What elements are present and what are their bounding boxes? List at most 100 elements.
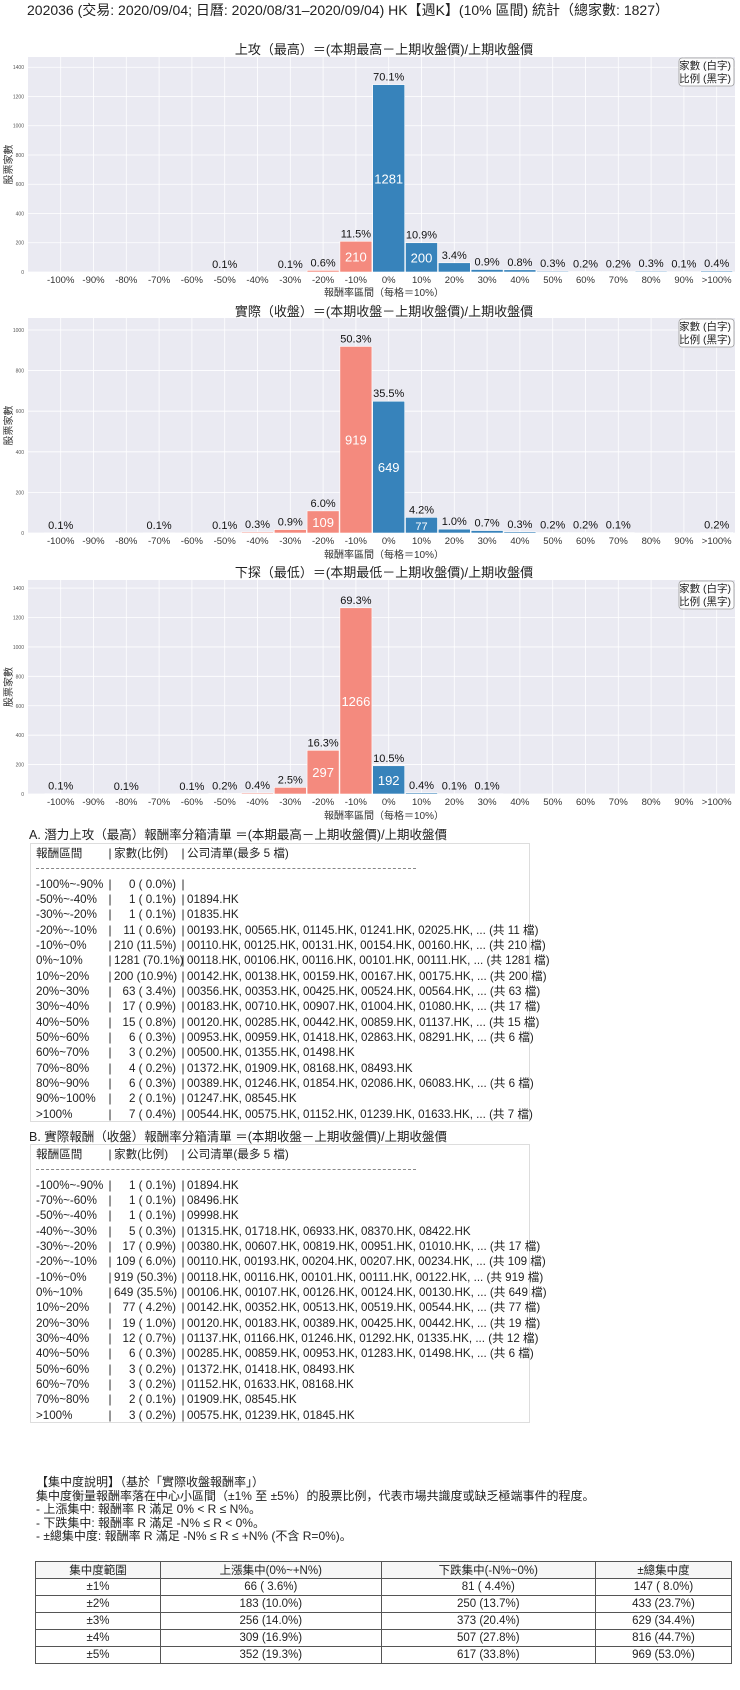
column-separator: | — [108, 908, 112, 922]
bin-range: 40%~50% — [36, 1015, 90, 1029]
list-item: -20%~-10% | 11 ( 0.6%) | 00193.HK, 00565.HK,… — [36, 923, 538, 938]
table-row: ±2% 183 (10.0%) 250 (13.7%) 433 (23.7%) — [35, 1595, 733, 1613]
list-item: 10%~20% | 200 (10.9%) | 00142.HK, 00138.HK, … — [36, 969, 547, 984]
company-list: 01152.HK, 01633.HK, 08168.HK — [187, 1377, 354, 1391]
bin-range: 50%~60% — [36, 1030, 90, 1044]
column-separator: | — [181, 1331, 185, 1345]
x-tick-label: -50% — [214, 536, 237, 547]
company-list: 00356.HK, 00353.HK, 00425.HK, 00524.HK, … — [187, 984, 541, 998]
column-separator: | — [108, 954, 112, 968]
bin-count: 1 ( 0.1%) — [128, 908, 176, 922]
histogram-bar — [700, 270, 734, 273]
list-item: 50%~60% | 3 ( 0.2%) | 01372.HK, 01418.HK, 08… — [36, 1362, 529, 1377]
column-separator: | — [181, 1092, 185, 1106]
up-cell: 66 ( 3.6%) — [159, 1578, 382, 1596]
company-list: 00389.HK, 01246.HK, 01854.HK, 02086.HK, … — [187, 1076, 534, 1090]
x-tick-label: -90% — [82, 797, 105, 808]
column-separator: | — [181, 877, 185, 891]
down-cell: 507 (27.8%) — [380, 1629, 596, 1647]
bin-count: 1 ( 0.1%) — [128, 1178, 176, 1192]
company-list: 01137.HK, 01166.HK, 01246.HK, 01292.HK, … — [187, 1331, 539, 1345]
x-tick-label: -70% — [148, 536, 171, 547]
y-tick-label: 1200 — [13, 616, 24, 622]
bin-count: 12 ( 0.7%) — [122, 1331, 177, 1345]
column-separator: | — [108, 1301, 112, 1315]
legend-percent-label: 比例 (黑字) — [679, 72, 731, 85]
y-tick-label: 200 — [16, 490, 25, 496]
divider — [36, 1162, 529, 1177]
bin-range: >100% — [36, 1408, 73, 1422]
column-separator: | — [181, 1362, 185, 1376]
y-tick-label: 0 — [21, 792, 24, 798]
bar-percent-label: 0.9% — [475, 257, 500, 269]
concentration-notes: 【集中度說明】（基於「實際收盤報酬率」） 集中度衡量報酬率落在中心小區間（±1%… — [36, 1475, 595, 1544]
bar-percent-label: 0.8% — [507, 257, 532, 269]
bar-percent-label: 10.5% — [373, 753, 404, 765]
histogram-bar — [339, 346, 373, 534]
bar-count-label: 1266 — [341, 694, 370, 709]
legend-percent-label: 比例 (黑字) — [679, 333, 731, 346]
column-separator: | — [181, 969, 185, 983]
x-tick-label: 70% — [609, 797, 629, 808]
x-tick-label: 0% — [382, 275, 396, 286]
bar-percent-label: 6.0% — [311, 498, 336, 510]
company-list: 00500.HK, 01355.HK, 01498.HK — [187, 1046, 355, 1060]
y-tick-label: 1000 — [13, 124, 24, 130]
list-item: 10%~20% | 77 ( 4.2%) | 00142.HK, 00352.HK, 0… — [36, 1300, 540, 1315]
list-item: 70%~80% | 4 ( 0.2%) | 01372.HK, 01909.HK, 08… — [36, 1061, 529, 1076]
bar-count-label: 297 — [312, 765, 334, 780]
column-separator: | — [108, 969, 112, 983]
x-tick-label: -70% — [148, 797, 171, 808]
x-axis-label: 報酬率區間（每格＝10%） — [324, 809, 444, 822]
y-tick-label: 600 — [16, 409, 25, 415]
list-item: 20%~30% | 19 ( 1.0%) | 00120.HK, 00183.HK, 0… — [36, 1316, 540, 1331]
bar-count-label: 919 — [345, 433, 367, 448]
bar-percent-label: 0.1% — [278, 259, 303, 271]
histogram-bar — [273, 529, 307, 534]
bar-percent-label: 0.2% — [212, 780, 237, 792]
x-tick-label: -30% — [279, 536, 302, 547]
x-tick-label: 30% — [478, 797, 498, 808]
company-list: 00575.HK, 01239.HK, 01845.HK — [187, 1408, 355, 1422]
column-separator: | — [108, 1255, 112, 1269]
section-a-title: A. 潛力上攻（最高）報酬率分箱清單 ＝(本期最高－上期收盤價)/上期收盤價 — [29, 828, 448, 842]
list-item: >100% | 3 ( 0.2%) | 00575.HK, 01239.HK, 0184… — [36, 1408, 529, 1423]
bin-count: 3 ( 0.2%) — [128, 1377, 176, 1391]
column-separator: | — [108, 1061, 112, 1075]
bar-percent-label: 0.3% — [507, 519, 532, 531]
x-tick-label: 60% — [576, 275, 596, 286]
total-cell: 969 (53.0%) — [594, 1646, 733, 1664]
y-tick-label: 400 — [16, 450, 25, 456]
x-tick-label: 30% — [478, 275, 498, 286]
column-separator: | — [108, 1076, 112, 1090]
bar-percent-label: 0.1% — [212, 259, 237, 271]
histogram-bar — [306, 750, 340, 795]
bin-count: 17 ( 0.9%) — [122, 1239, 177, 1253]
bin-range: 10%~20% — [36, 1301, 90, 1315]
x-tick-label: 90% — [674, 275, 694, 286]
x-tick-label: 0% — [382, 797, 396, 808]
x-tick-label: 40% — [510, 536, 530, 547]
bin-range: -20%~-10% — [36, 923, 97, 937]
header-up: 上漲集中(0%~+N%) — [159, 1561, 382, 1579]
column-separator: | — [108, 1046, 112, 1060]
x-tick-label: -80% — [115, 536, 138, 547]
bar-percent-label: 50.3% — [340, 333, 371, 345]
y-tick-label: 800 — [16, 674, 25, 680]
header-list: 公司清單(最多 5 檔) — [187, 847, 289, 860]
company-list: 00110.HK, 00193.HK, 00204.HK, 00207.HK, … — [187, 1255, 546, 1269]
company-list: 01894.HK — [187, 1178, 239, 1192]
bin-range: >100% — [36, 1107, 73, 1121]
bin-range: 10%~20% — [36, 969, 90, 983]
y-tick-label: 1200 — [13, 94, 24, 100]
column-separator: | — [108, 1015, 112, 1029]
x-tick-label: -60% — [181, 797, 204, 808]
bin-count: 1 ( 0.1%) — [128, 892, 176, 906]
x-tick-label: -100% — [47, 275, 75, 286]
y-tick-label: 0 — [21, 270, 24, 276]
company-list: 01372.HK, 01909.HK, 08168.HK, 08493.HK — [187, 1061, 413, 1075]
x-tick-label: 10% — [412, 536, 432, 547]
company-list: 00118.HK, 00116.HK, 00101.HK, 00111.HK, … — [187, 1270, 544, 1284]
bar-percent-label: 0.1% — [48, 781, 73, 793]
histogram-bar — [208, 793, 241, 795]
